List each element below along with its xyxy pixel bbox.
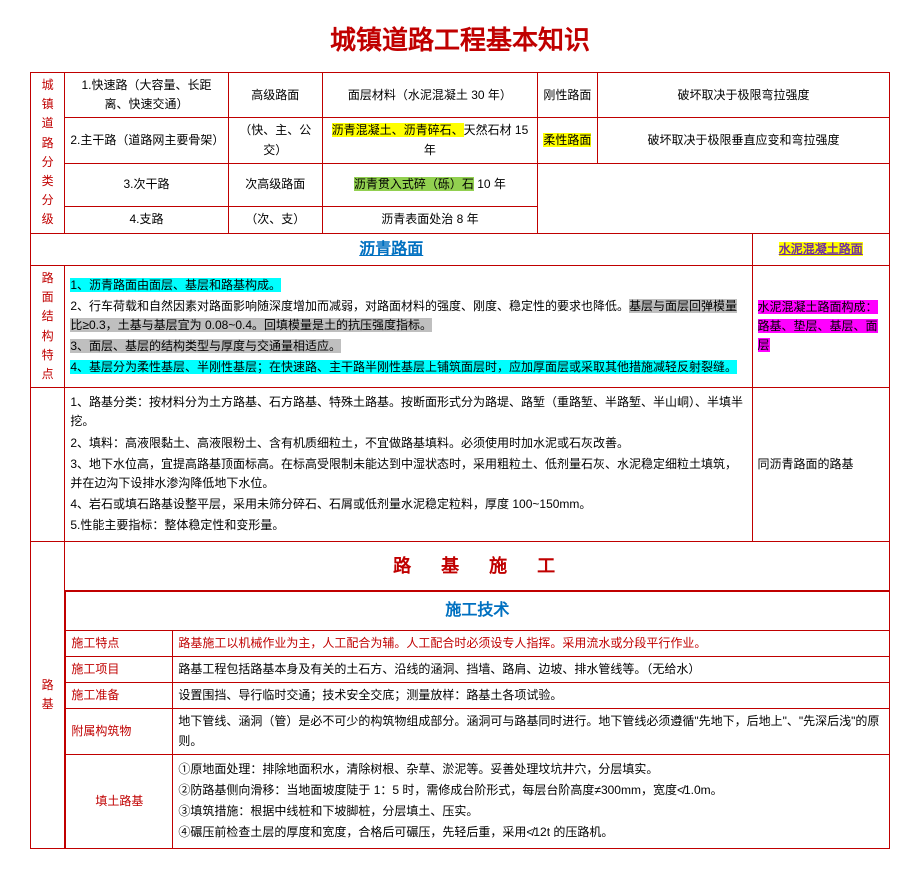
row-label: 填土路基 (66, 754, 173, 848)
cell: 破坏取决于极限垂直应变和弯拉强度 (597, 118, 889, 163)
subgrade-body: 1、路基分类：按材料分为土方路基、石方路基、特殊土路基。按断面形式分为路堤、路堑… (65, 388, 752, 541)
page-title: 城镇道路工程基本知识 (30, 20, 890, 57)
asphalt-header: 沥青路面 (31, 233, 753, 266)
cell: 2.主干路（道路网主要骨架） (65, 118, 228, 163)
tech-table: 施工技术 施工特点路基施工以机械作业为主，人工配合为辅。人工配合时必须设专人指挥… (65, 591, 889, 848)
main-table: 城镇道路分类分级 1.快速路（大容量、长距离、快速交通） 高级路面 面层材料（水… (30, 72, 890, 849)
row-label: 附属构筑物 (66, 709, 173, 754)
classify-header: 城镇道路分类分级 (31, 73, 65, 234)
cell: 刚性路面 (537, 73, 597, 118)
row-val: 路基施工以机械作业为主，人工配合为辅。人工配合时必须设专人指挥。采用流水或分段平… (173, 630, 889, 656)
cell: 沥青贯入式碎（砾）石 10 年 (323, 163, 538, 207)
cell: 1.快速路（大容量、长距离、快速交通） (65, 73, 228, 118)
row-label: 施工项目 (66, 657, 173, 683)
cell: 面层材料（水泥混凝土 30 年） (323, 73, 538, 118)
struct-right: 水泥混凝土路面构成：路基、垫层、基层、面层 (752, 266, 889, 388)
struct-label: 路面结构特点 (31, 266, 65, 388)
subgrade-right: 同沥青路面的路基 (752, 388, 889, 541)
row-val: 设置围挡、导行临时交通；技术安全交底；测量放样：路基土各项试验。 (173, 683, 889, 709)
cell: （快、主、公交） (228, 118, 322, 163)
cell: 次高级路面 (228, 163, 322, 207)
row-val: 地下管线、涵洞（管）是必不可少的构筑物组成部分。涵洞可与路基同时进行。地下管线必… (173, 709, 889, 754)
cell: （次、支） (228, 207, 322, 233)
cell: 4.支路 (65, 207, 228, 233)
cell: 柔性路面 (537, 118, 597, 163)
empty-label (31, 388, 65, 541)
cell: 高级路面 (228, 73, 322, 118)
row-label: 施工准备 (66, 683, 173, 709)
cell: 破坏取决于极限弯拉强度 (597, 73, 889, 118)
row-val: ①原地面处理：排除地面积水，清除树根、杂草、淤泥等。妥善处理坟坑井穴，分层填实。… (173, 754, 889, 848)
cell: 沥青混凝土、沥青碎石、天然石材 15 年 (323, 118, 538, 163)
row-label: 施工特点 (66, 630, 173, 656)
construction-title: 路 基 施 工 (65, 541, 890, 591)
tech-header: 施工技术 (66, 592, 889, 631)
cell: 3.次干路 (65, 163, 228, 207)
sub-label: 路基 (31, 541, 65, 849)
concrete-header: 水泥混凝土路面 (752, 233, 889, 266)
cell: 沥青表面处治 8 年 (323, 207, 538, 233)
row-val: 路基工程包括路基本身及有关的土石方、沿线的涵洞、挡墙、路肩、边坡、排水管线等。（… (173, 657, 889, 683)
struct-body: 1、沥青路面由面层、基层和路基构成。 2、行车荷载和自然因素对路面影响随深度增加… (65, 266, 752, 388)
